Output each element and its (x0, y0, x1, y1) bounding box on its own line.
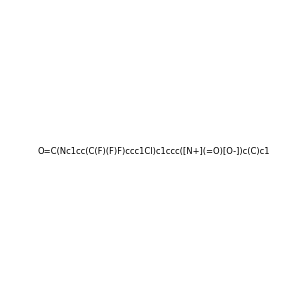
Text: O=C(Nc1cc(C(F)(F)F)ccc1Cl)c1ccc([N+](=O)[O-])c(C)c1: O=C(Nc1cc(C(F)(F)F)ccc1Cl)c1ccc([N+](=O)… (38, 147, 270, 156)
